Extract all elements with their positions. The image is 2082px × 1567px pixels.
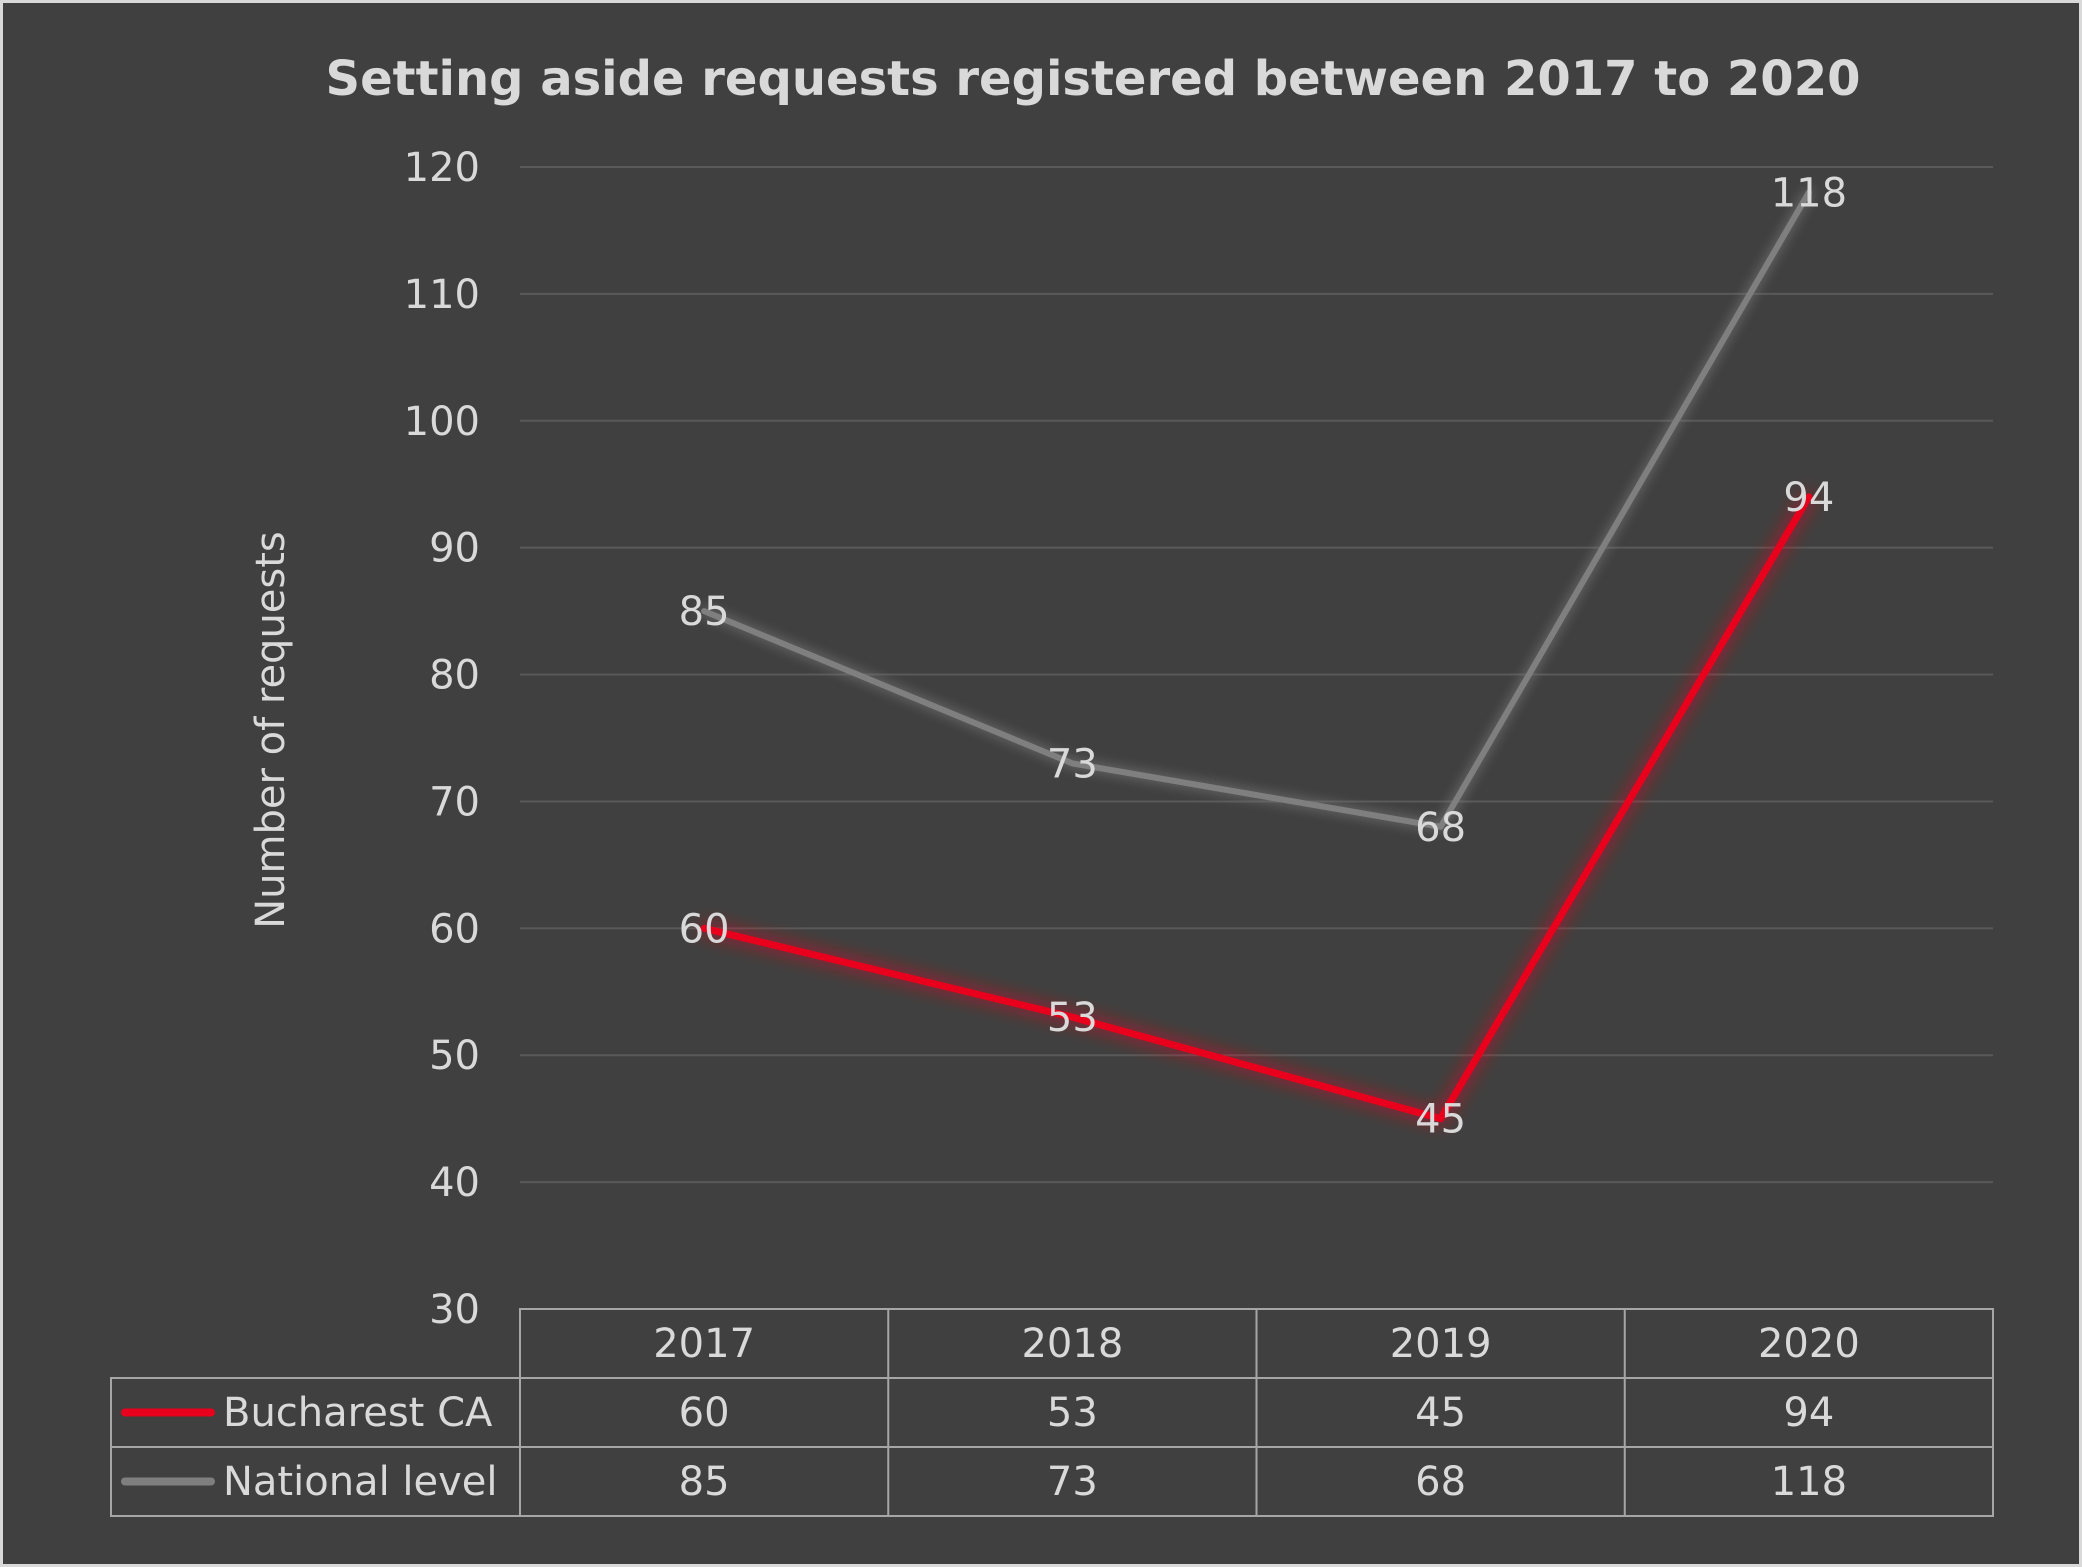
legend-label: Bucharest CA	[223, 1390, 493, 1436]
series-line-national-level	[701, 189, 1812, 830]
y-axis-label: Number of requests	[248, 531, 294, 929]
y-tick-label: 50	[429, 1033, 480, 1079]
y-axis-ticks: 30 40 50 60 70 80 90 100 110 120	[404, 145, 480, 1333]
y-tick-label: 70	[429, 779, 480, 825]
table-cell: 85	[679, 1459, 730, 1505]
table-cell: 60	[679, 1390, 730, 1436]
y-tick-label: 90	[429, 526, 480, 572]
x-category-label: 2020	[1758, 1321, 1860, 1367]
chart-title: Setting aside requests registered betwee…	[326, 51, 1861, 107]
data-labels: 60 53 45 94 85 73 68 118	[679, 170, 1847, 1142]
table-cell: 73	[1047, 1459, 1098, 1505]
y-tick-label: 80	[429, 653, 480, 699]
data-table: 2017 2018 2019 2020 Bucharest CA 60 53 45 94 Nati…	[110, 1308, 1994, 1517]
series-lines	[700, 189, 1813, 1123]
data-label: 60	[679, 906, 730, 952]
y-tick-label: 40	[429, 1160, 480, 1206]
gridlines	[520, 166, 1993, 1184]
data-label: 85	[679, 589, 730, 635]
line-chart: Setting aside requests registered betwee…	[110, 51, 1994, 1517]
legend-label: National level	[223, 1459, 498, 1505]
y-tick-label: 120	[404, 145, 480, 191]
y-tick-label: 100	[404, 399, 480, 445]
data-label: 68	[1415, 805, 1466, 851]
table-cell: 45	[1415, 1390, 1466, 1436]
data-label: 118	[1771, 170, 1847, 216]
table-cell: 68	[1415, 1459, 1466, 1505]
data-label: 45	[1415, 1097, 1466, 1143]
table-cell: 118	[1771, 1459, 1847, 1505]
table-cell: 53	[1047, 1390, 1098, 1436]
x-category-label: 2018	[1021, 1321, 1123, 1367]
data-label: 94	[1783, 475, 1834, 521]
data-label: 73	[1047, 741, 1098, 787]
y-tick-label: 60	[429, 906, 480, 952]
series-line-bucharest-ca	[700, 493, 1813, 1123]
y-tick-label: 30	[429, 1287, 480, 1333]
x-category-label: 2017	[653, 1321, 755, 1367]
data-label: 53	[1047, 995, 1098, 1041]
x-category-label: 2019	[1390, 1321, 1492, 1367]
y-tick-label: 110	[404, 272, 480, 318]
table-cell: 94	[1783, 1390, 1834, 1436]
